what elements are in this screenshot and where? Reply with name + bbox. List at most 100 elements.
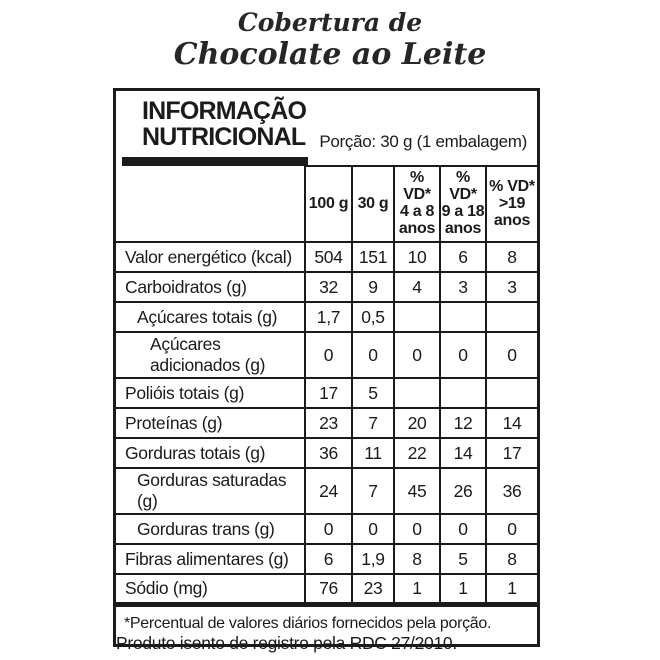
cell-value	[393, 377, 440, 408]
cell-value: 8	[393, 543, 440, 574]
cell-value: 32	[304, 271, 352, 302]
cell-value: 0	[485, 331, 537, 378]
table-body: Valor energético (kcal) 504 151 10 6 8 C…	[116, 241, 537, 604]
table-foot: *Percentual de valores diários fornecido…	[116, 601, 537, 644]
nutrition-table: 100 g 30 g % VD* 4 a 8 anos % VD* 9 a 18…	[116, 165, 537, 644]
cell-value: 0	[351, 331, 394, 378]
cell-value: 36	[304, 437, 352, 468]
row-valor-energetico: Valor energético (kcal) 504 151 10 6 8	[116, 241, 537, 272]
cell-value: 10	[393, 241, 440, 272]
product-title-line1: Cobertura de	[237, 8, 423, 37]
cell-value: 6	[439, 241, 486, 272]
row-sodio: Sódio (mg) 76 23 1 1 1	[116, 573, 537, 604]
cell-value: 36	[485, 467, 537, 514]
cell-value: 1,7	[304, 301, 352, 332]
product-title-line2: Chocolate ao Leite	[173, 37, 487, 72]
row-label: Gorduras saturadas (g)	[116, 467, 305, 514]
col-header-vd-4a8: % VD* 4 a 8 anos	[393, 165, 440, 242]
row-label: Sódio (mg)	[116, 573, 305, 604]
row-label: Açúcares adicionados (g)	[116, 331, 305, 378]
cell-value: 6	[304, 543, 352, 574]
portion-text: Porção: 30 g (1 embalagem)	[319, 132, 527, 151]
row-gorduras-totais: Gorduras totais (g) 36 11 22 14 17	[116, 437, 537, 468]
cell-value: 0	[393, 331, 440, 378]
daily-values-footnote: *Percentual de valores diários fornecido…	[116, 601, 537, 644]
row-label: Valor energético (kcal)	[116, 241, 305, 272]
cell-value: 14	[439, 437, 486, 468]
cell-value: 0,5	[351, 301, 394, 332]
cell-value: 23	[304, 407, 352, 438]
product-title: Cobertura de Chocolate ao Leite	[0, 8, 660, 72]
cell-value: 0	[439, 331, 486, 378]
cell-value: 76	[304, 573, 352, 604]
cell-value: 8	[485, 241, 537, 272]
cell-value	[439, 301, 486, 332]
cell-value: 7	[351, 467, 394, 514]
cell-value: 24	[304, 467, 352, 514]
cell-value: 0	[439, 513, 486, 544]
row-proteinas: Proteínas (g) 23 7 20 12 14	[116, 407, 537, 438]
cell-value	[439, 377, 486, 408]
cell-value: 8	[485, 543, 537, 574]
col-header-100g: 100 g	[304, 165, 352, 242]
row-label: Açúcares totais (g)	[116, 301, 305, 332]
row-label: Fibras alimentares (g)	[116, 543, 305, 574]
cell-value: 151	[351, 241, 394, 272]
row-carboidratos: Carboidratos (g) 32 9 4 3 3	[116, 271, 537, 302]
cell-value: 504	[304, 241, 352, 272]
cell-value: 3	[439, 271, 486, 302]
cell-value: 5	[439, 543, 486, 574]
table-head: 100 g 30 g % VD* 4 a 8 anos % VD* 9 a 18…	[116, 165, 537, 242]
cell-value: 23	[351, 573, 394, 604]
cell-value: 5	[351, 377, 394, 408]
footnote-row: *Percentual de valores diários fornecido…	[116, 601, 537, 644]
cell-value: 45	[393, 467, 440, 514]
col-header-vd-19: % VD* >19 anos	[485, 165, 537, 242]
cell-value: 0	[393, 513, 440, 544]
panel-heading: INFORMAÇÃO NUTRICIONAL	[142, 97, 307, 151]
col-header-30g: 30 g	[351, 165, 394, 242]
nutrient-column-header	[116, 166, 305, 242]
row-label: Proteínas (g)	[116, 407, 305, 438]
row-label: Gorduras trans (g)	[116, 513, 305, 544]
cell-value: 1	[439, 573, 486, 604]
column-header-row: 100 g 30 g % VD* 4 a 8 anos % VD* 9 a 18…	[116, 165, 537, 242]
cell-value: 0	[351, 513, 394, 544]
cell-value: 11	[351, 437, 394, 468]
cell-value: 17	[485, 437, 537, 468]
col-header-vd-9a18: % VD* 9 a 18 anos	[439, 165, 486, 242]
cell-value: 9	[351, 271, 394, 302]
cell-value: 3	[485, 271, 537, 302]
row-label: Gorduras totais (g)	[116, 437, 305, 468]
cell-value: 1	[393, 573, 440, 604]
row-acucares-adicionados: Açúcares adicionados (g) 0 0 0 0 0	[116, 331, 537, 378]
row-label: Polióis totais (g)	[116, 377, 305, 408]
cell-value	[393, 301, 440, 332]
row-fibras-alimentares: Fibras alimentares (g) 6 1,9 8 5 8	[116, 543, 537, 574]
cell-value: 0	[304, 513, 352, 544]
heading-divider-bar	[122, 157, 308, 166]
cell-value: 12	[439, 407, 486, 438]
cell-value: 7	[351, 407, 394, 438]
cell-value	[485, 301, 537, 332]
panel-header: INFORMAÇÃO NUTRICIONAL Porção: 30 g (1 e…	[116, 91, 537, 166]
row-gorduras-trans: Gorduras trans (g) 0 0 0 0 0	[116, 513, 537, 544]
cell-value: 0	[304, 331, 352, 378]
row-label: Carboidratos (g)	[116, 271, 305, 302]
cell-value: 17	[304, 377, 352, 408]
cell-value: 0	[485, 513, 537, 544]
cell-value	[485, 377, 537, 408]
cell-value: 14	[485, 407, 537, 438]
row-poliois-totais: Polióis totais (g) 17 5	[116, 377, 537, 408]
row-acucares-totais: Açúcares totais (g) 1,7 0,5	[116, 301, 537, 332]
cell-value: 1	[485, 573, 537, 604]
row-gorduras-saturadas: Gorduras saturadas (g) 24 7 45 26 36	[116, 467, 537, 514]
cell-value: 22	[393, 437, 440, 468]
cell-value: 26	[439, 467, 486, 514]
cell-value: 20	[393, 407, 440, 438]
nutrition-facts-panel: INFORMAÇÃO NUTRICIONAL Porção: 30 g (1 e…	[113, 88, 540, 647]
regulatory-note: Produto isento de registro pela RDC 27/2…	[116, 633, 457, 653]
cell-value: 4	[393, 271, 440, 302]
cell-value: 1,9	[351, 543, 394, 574]
